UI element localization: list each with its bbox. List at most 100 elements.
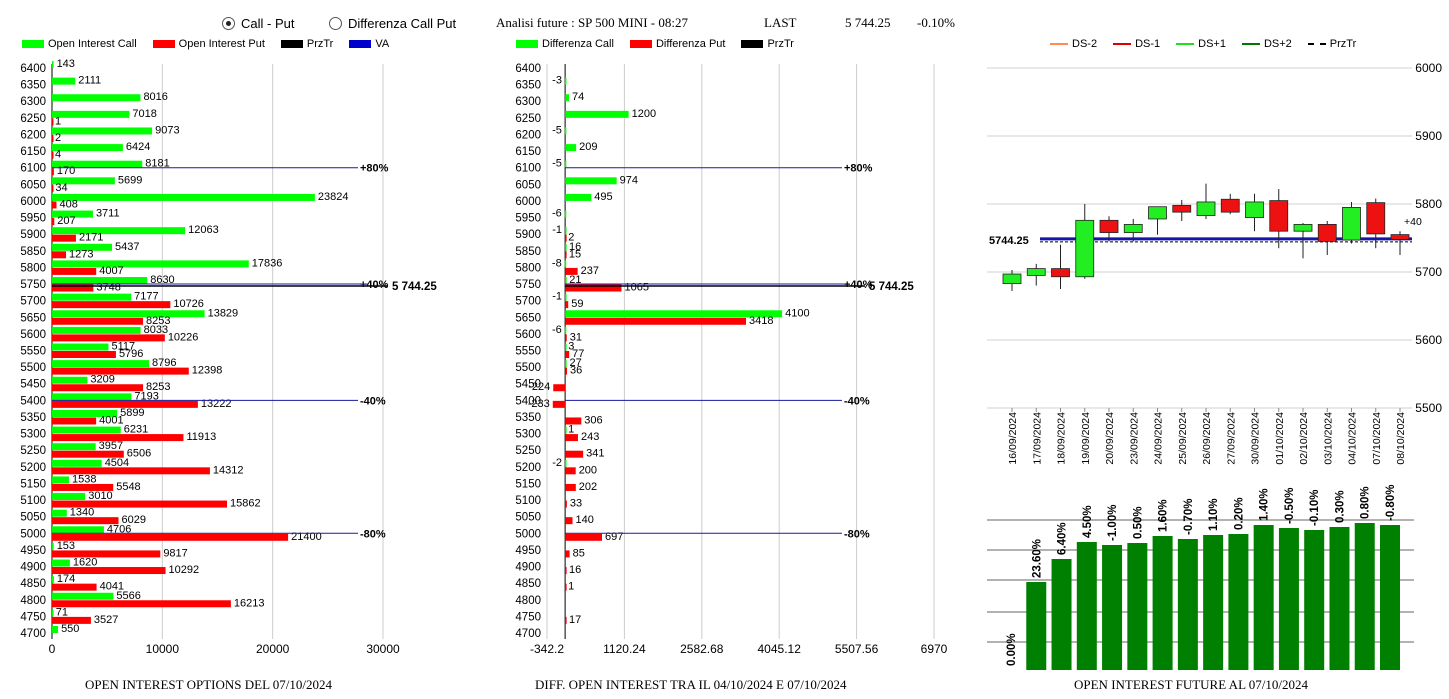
strike-tick-label: 6100 (515, 163, 541, 175)
bar-data-label: 31 (570, 331, 582, 343)
bar-data-label: 16 (569, 241, 581, 253)
bar-data-label: 5899 (120, 407, 144, 419)
bar-call (565, 243, 567, 251)
x-tick-label: -342.2 (530, 642, 564, 656)
bar-data-label: 143 (57, 58, 75, 70)
radio-diff-call-put[interactable]: Differenza Call Put (329, 16, 456, 31)
bar-put (52, 334, 165, 342)
strike-tick-label: 6000 (515, 196, 541, 208)
bar-call (52, 193, 315, 201)
bar-call (52, 326, 141, 334)
y-tick-label: 6000 (1415, 61, 1442, 75)
bar-data-label: 7193 (134, 390, 158, 402)
x-tick-label: 04/10/2024 (1347, 412, 1359, 465)
bar-call (565, 360, 567, 368)
bar-data-label: 1 (55, 115, 61, 127)
strike-tick-label: 5200 (20, 462, 46, 474)
bar-put (52, 450, 124, 458)
bar-data-label: 3527 (94, 614, 118, 626)
legend-swatch-oi-put (152, 40, 175, 48)
strike-tick-label: 5350 (20, 412, 46, 424)
candle-body (1099, 219, 1119, 233)
radio-selected-icon (222, 17, 235, 30)
bar-data-label: 13222 (201, 398, 232, 410)
caption-left: OPEN INTEREST OPTIONS DEL 07/10/2024 (85, 677, 332, 692)
bar-call (564, 210, 567, 218)
bar-call (52, 576, 54, 584)
x-tick-label: 27/09/2024 (1225, 412, 1237, 465)
bar-call (52, 243, 112, 251)
last-price-label: 5744.25 (989, 235, 1029, 247)
strike-tick-label: 5050 (515, 512, 541, 524)
bar-put (52, 583, 97, 591)
bar-call (565, 277, 567, 285)
bar-data-label: -233 (528, 398, 550, 410)
x-tick-label: 07/10/2024 (1371, 412, 1383, 465)
bar-data-label: 77 (572, 348, 584, 360)
legend-label: Differenza Call (542, 38, 614, 50)
bar-data-label: 1 (568, 424, 574, 436)
oi-options-chart: 0 10000 20000 30000 6400 6350 6300 6250 6200 6150… (20, 58, 437, 656)
bar-put (52, 201, 57, 209)
x-tick-label: 30/09/2024 (1250, 412, 1262, 465)
candle-body (1051, 268, 1070, 278)
bar-put (565, 251, 567, 259)
candle-body (1220, 198, 1240, 213)
bar-data-label: 2 (568, 232, 574, 244)
candle-body (1390, 234, 1410, 240)
strike-tick-label: 4900 (515, 562, 541, 574)
bar-data-label: -0.10% (1309, 490, 1321, 526)
bar-data-label: 170 (57, 165, 75, 177)
oi-bar (1127, 543, 1148, 670)
bar-put (553, 384, 566, 392)
bar-put (565, 434, 578, 442)
bar-call (565, 94, 570, 102)
bar-call (52, 127, 153, 135)
bar-data-label: 74 (572, 91, 584, 103)
legend-label: Open Interest Call (48, 38, 137, 50)
strike-tick-label: 5250 (515, 445, 541, 457)
bar-call (52, 343, 109, 351)
bar-put (565, 467, 576, 475)
bar-data-label: 550 (61, 623, 79, 635)
bar-put (565, 284, 622, 292)
y-tick-label: 5800 (1415, 197, 1442, 211)
candle-body (1342, 206, 1361, 241)
legend-line-ds-1 (1113, 43, 1132, 45)
bar-call (52, 260, 249, 268)
strike-tick-label: 4750 (20, 611, 46, 623)
bar-data-label: 140 (576, 514, 594, 526)
bar-data-label: 697 (605, 531, 623, 543)
bar-put (565, 533, 602, 541)
legend-label: Differenza Put (655, 38, 726, 50)
radio-unselected-icon (329, 17, 342, 30)
bar-data-label: 209 (579, 141, 597, 153)
bar-call (52, 160, 143, 168)
bar-call (564, 160, 567, 168)
x-tick-label: 03/10/2024 (1322, 412, 1334, 465)
bar-data-label: 200 (579, 464, 597, 476)
bar-data-label: 0.80% (1360, 486, 1372, 519)
x-tick-label: 6970 (921, 642, 948, 656)
bar-call (52, 443, 96, 451)
bar-data-label: 34 (55, 182, 67, 194)
strike-tick-label: 5900 (515, 229, 541, 241)
strike-tick-label: 5600 (515, 329, 541, 341)
radio-call-put[interactable]: Call - Put (222, 16, 294, 31)
future-candlestick-chart: 6000 5900 5800 5700 5600 5500 5744.25 +40 16/09/… (987, 61, 1442, 465)
x-tick-label: 20000 (256, 642, 290, 656)
strike-tick-label: 6100 (20, 163, 46, 175)
bar-data-label: 1273 (69, 248, 93, 260)
oi-bar (1076, 542, 1097, 670)
bar-data-label: 3418 (749, 315, 773, 327)
strike-tick-label: 6250 (515, 113, 541, 125)
bar-put (552, 400, 566, 408)
strike-tick-label: 6250 (20, 113, 46, 125)
bar-data-label: 4504 (105, 457, 129, 469)
bar-put (52, 417, 97, 425)
bar-call (52, 293, 132, 301)
bar-call (52, 277, 148, 285)
strike-tick-label: 5550 (515, 346, 541, 358)
bar-data-label: 85 (573, 547, 585, 559)
oi-bar (1329, 527, 1350, 670)
